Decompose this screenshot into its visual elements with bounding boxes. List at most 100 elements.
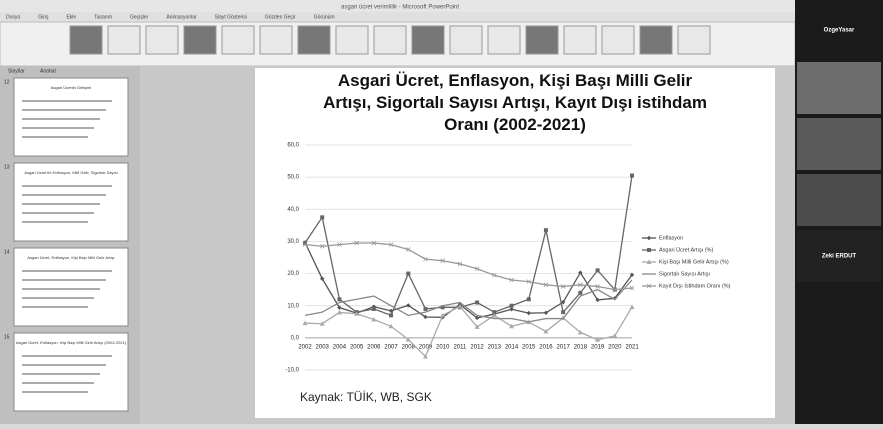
slide-thumbnail[interactable] bbox=[13, 247, 129, 327]
x-tick-label: 2021 bbox=[625, 344, 639, 350]
theme-swatch bbox=[487, 25, 521, 55]
marker bbox=[646, 259, 652, 264]
marker bbox=[647, 248, 651, 252]
ribbon-tab[interactable]: Gözden Geçir bbox=[265, 14, 296, 20]
theme-swatch bbox=[677, 25, 711, 55]
y-tick-label: 20,0 bbox=[287, 271, 299, 277]
marker bbox=[577, 329, 583, 335]
ribbon-tab[interactable]: Görünüm bbox=[314, 14, 335, 20]
thumbnail-line bbox=[22, 279, 106, 281]
x-tick-label: 2010 bbox=[436, 344, 450, 350]
marker bbox=[405, 336, 411, 342]
marker bbox=[526, 279, 532, 284]
x-tick-label: 2013 bbox=[488, 344, 502, 350]
slide bbox=[255, 68, 775, 418]
marker bbox=[303, 241, 307, 246]
thumbnail-line bbox=[22, 118, 100, 120]
marker bbox=[302, 320, 308, 326]
x-tick-label: 2015 bbox=[522, 344, 536, 350]
marker bbox=[336, 309, 342, 315]
thumbnail-line bbox=[22, 355, 112, 357]
legend-label: Kişi Başı Milli Gelir Artışı (%) bbox=[659, 259, 729, 265]
thumbnail-title: Asgari Ücret ile Enflasyon, Milli Gelir,… bbox=[24, 170, 117, 175]
marker bbox=[440, 305, 445, 310]
ribbon-tab[interactable]: Giriş bbox=[38, 14, 49, 20]
marker bbox=[354, 311, 360, 316]
ribbon-tab[interactable]: Dosya bbox=[6, 14, 20, 20]
marker bbox=[492, 310, 497, 315]
ribbon-tab[interactable]: Slayt Gösterisi bbox=[215, 14, 247, 20]
marker bbox=[457, 261, 463, 267]
marker bbox=[475, 300, 480, 305]
x-tick-label: 2003 bbox=[316, 344, 330, 350]
participant-name: OzgeYasar bbox=[824, 28, 855, 34]
legend-label: Sigortalı Sayısı Artışı bbox=[659, 271, 710, 277]
ribbon-tab[interactable]: Geçişler bbox=[130, 14, 149, 20]
marker bbox=[388, 242, 394, 247]
theme-swatch bbox=[525, 25, 559, 55]
y-tick-label: -10,0 bbox=[285, 368, 299, 374]
slide-thumbnail[interactable] bbox=[13, 332, 129, 412]
pane-tab: Anahat bbox=[40, 68, 56, 74]
marker bbox=[595, 337, 601, 342]
marker bbox=[560, 284, 566, 289]
slide-number: 14 bbox=[4, 249, 10, 255]
thumbnail-line bbox=[22, 306, 88, 308]
x-tick-label: 2016 bbox=[539, 344, 553, 350]
x-tick-label: 2005 bbox=[350, 344, 364, 350]
marker bbox=[509, 307, 514, 312]
legend-label: Kayıt Dışı İstihdam Oranı (%) bbox=[659, 282, 731, 289]
video-tile bbox=[797, 118, 881, 170]
x-tick-label: 2006 bbox=[367, 344, 381, 350]
thumbnail-line bbox=[22, 373, 100, 375]
theme-swatch bbox=[563, 25, 597, 55]
legend-label: Enflasyon bbox=[659, 235, 683, 241]
thumbnail-title: Asgari Ücretin Gelişimi bbox=[51, 85, 92, 90]
marker bbox=[422, 354, 428, 359]
marker bbox=[492, 272, 497, 278]
marker bbox=[630, 173, 634, 178]
slide-thumbnail[interactable] bbox=[13, 162, 129, 242]
theme-swatch bbox=[107, 25, 141, 55]
marker bbox=[440, 312, 446, 318]
theme-swatch bbox=[297, 25, 331, 55]
marker bbox=[561, 310, 566, 315]
ribbon-tab[interactable]: Ekle bbox=[66, 14, 76, 20]
theme-swatch bbox=[373, 25, 407, 55]
y-tick-label: 30,0 bbox=[287, 239, 299, 245]
marker bbox=[629, 272, 635, 278]
marker bbox=[595, 268, 600, 273]
thumbnail-line bbox=[22, 203, 100, 205]
slide-number: 12 bbox=[4, 79, 10, 85]
ribbon-tab[interactable]: Animasyonlar bbox=[166, 14, 197, 20]
marker bbox=[320, 276, 325, 281]
marker bbox=[578, 290, 583, 295]
thumbnail-line bbox=[22, 391, 88, 393]
marker bbox=[320, 215, 325, 220]
x-tick-label: 2014 bbox=[505, 344, 519, 350]
series-line bbox=[304, 305, 633, 358]
ribbon-tab[interactable]: Tasarım bbox=[94, 14, 112, 20]
marker bbox=[337, 297, 342, 302]
x-tick-label: 2004 bbox=[333, 344, 347, 350]
video-tile bbox=[797, 230, 881, 282]
thumbnail-line bbox=[22, 297, 94, 299]
marker bbox=[595, 284, 600, 289]
marker bbox=[474, 315, 480, 321]
marker bbox=[578, 270, 583, 275]
marker bbox=[406, 303, 411, 308]
marker bbox=[389, 313, 394, 318]
thumbnail-line bbox=[22, 364, 106, 366]
pane-tab: Slaytlar bbox=[8, 68, 25, 74]
thumbnail-line bbox=[22, 127, 94, 129]
marker bbox=[543, 328, 549, 334]
theme-swatch bbox=[69, 25, 103, 55]
slide-thumbnail[interactable] bbox=[13, 77, 129, 157]
thumbnail-line bbox=[22, 288, 100, 290]
marker bbox=[423, 306, 428, 311]
theme-swatch bbox=[411, 25, 445, 55]
marker bbox=[474, 266, 480, 272]
participant-name: Zeki ERDUT bbox=[822, 254, 857, 260]
marker bbox=[457, 303, 463, 309]
marker bbox=[646, 283, 652, 289]
